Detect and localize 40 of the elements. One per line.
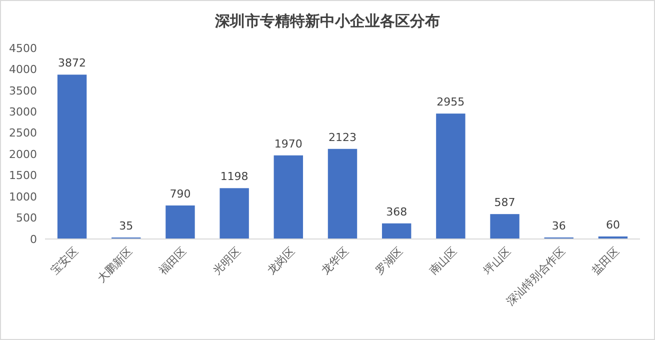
bar xyxy=(274,155,304,239)
data-label: 2123 xyxy=(328,130,356,144)
data-label: 1198 xyxy=(220,170,248,184)
y-tick-label: 4500 xyxy=(9,42,37,55)
bar xyxy=(57,74,87,239)
chart-title: 深圳市专精特新中小企业各区分布 xyxy=(214,12,440,30)
y-tick-label: 1000 xyxy=(9,190,37,204)
bar xyxy=(328,148,358,239)
x-tick-label: 盐田区 xyxy=(589,244,622,278)
data-label: 3872 xyxy=(58,56,86,70)
bar xyxy=(490,214,520,239)
data-label: 1970 xyxy=(274,137,302,150)
y-tick-label: 4000 xyxy=(9,63,37,76)
x-tick-label: 光明区 xyxy=(210,244,244,278)
y-tick-label: 0 xyxy=(30,232,37,246)
x-tick-label: 龙华区 xyxy=(318,244,352,278)
x-tick-label: 南山区 xyxy=(427,244,460,278)
y-tick-label: 2500 xyxy=(9,126,37,140)
x-tick-label: 坪山区 xyxy=(480,244,514,278)
y-tick-label: 1500 xyxy=(9,169,37,182)
x-tick-label: 福田区 xyxy=(156,244,190,278)
data-label: 587 xyxy=(494,196,516,210)
data-label: 2955 xyxy=(436,96,465,109)
bar xyxy=(436,114,466,239)
x-tick-label: 罗湖区 xyxy=(372,244,406,278)
bar xyxy=(220,188,249,239)
data-label: 790 xyxy=(170,187,191,200)
x-tick-label: 大鹏新区 xyxy=(94,244,135,285)
bar xyxy=(382,223,412,239)
y-tick-label: 3500 xyxy=(9,84,37,98)
data-label: 368 xyxy=(386,205,408,218)
y-tick-label: 3000 xyxy=(9,106,37,119)
x-tick-label: 宝安区 xyxy=(48,244,81,278)
data-label: 35 xyxy=(119,220,134,233)
data-label: 36 xyxy=(552,219,566,232)
x-tick-label: 龙岗区 xyxy=(264,244,298,278)
bar xyxy=(166,205,195,239)
y-tick-label: 2000 xyxy=(9,148,37,161)
y-tick-label: 500 xyxy=(16,212,37,225)
data-label: 60 xyxy=(606,218,620,232)
